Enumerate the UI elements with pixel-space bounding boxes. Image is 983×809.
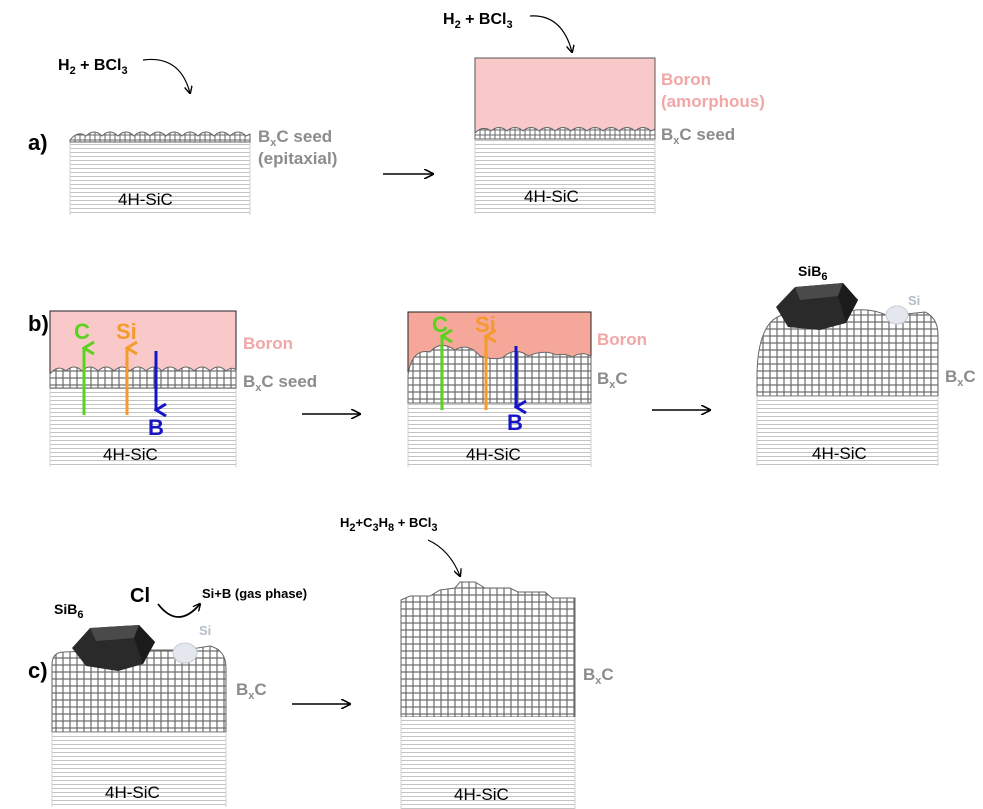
chlorine-label: Cl (130, 585, 150, 607)
si-label-b3: Si (908, 293, 920, 308)
substrate-label: 4H-SiC (812, 444, 867, 463)
silicon-label-b1: Si (116, 319, 137, 344)
sib6-label-c1: SiB6 (54, 601, 83, 621)
boron-label-a2: Boron (661, 70, 711, 89)
substrate-label: 4H-SiC (454, 785, 509, 804)
carbon-label-b1: C (74, 319, 90, 344)
sib6-crystal-b3 (776, 283, 858, 330)
bxc-layer-b2 (407, 345, 592, 404)
gas-label-a2: H2 + BCl3 (443, 11, 513, 31)
substrate-b1: 4H-SiC (49, 387, 237, 467)
bxc-label-b2: BxC (597, 369, 628, 391)
bxc-seed-layer-a1 (69, 131, 251, 143)
substrate-b2: 4H-SiC (407, 402, 592, 467)
gas-label-c2: H2+C3H8 + BCl3 (340, 515, 437, 534)
panel-c-label: c) (28, 658, 48, 683)
substrate-b3: 4H-SiC (756, 396, 939, 466)
substrate-label: 4H-SiC (105, 783, 160, 802)
substrate-label: 4H-SiC (118, 190, 173, 209)
bxc-seed-layer-a2 (474, 127, 656, 140)
panel-a-label: a) (28, 130, 48, 155)
boron-diffusion-label-b2: B (507, 410, 523, 435)
epitaxial-label: (epitaxial) (258, 149, 337, 168)
bxc-seed-label-a2: BxC seed (661, 125, 735, 147)
boron-label-b2: Boron (597, 330, 647, 349)
bxc-seed-label-b1: BxC seed (243, 372, 317, 394)
si-label-c1: Si (199, 623, 211, 638)
gas-flow-arrow-a1 (142, 58, 190, 93)
sib6-label-b3: SiB6 (798, 263, 827, 283)
gas-phase-label: Si+B (gas phase) (202, 586, 307, 601)
bxc-seed-layer-b1 (49, 366, 237, 389)
sib6-crystal-c1 (72, 625, 155, 671)
bxc-label-c1: BxC (236, 680, 267, 702)
silicon-label-b2: Si (475, 312, 496, 337)
substrate-c1: 4H-SiC (51, 732, 227, 807)
gas-label-a1: H2 + BCl3 (58, 57, 128, 77)
substrate-label: 4H-SiC (103, 445, 158, 464)
substrate-label: 4H-SiC (466, 445, 521, 464)
boron-layer-b1 (49, 310, 237, 374)
amorphous-label: (amorphous) (661, 92, 765, 111)
gas-flow-arrow-a2 (529, 15, 572, 52)
substrate-a1: 4H-SiC (69, 140, 251, 215)
si-droplet-b3 (885, 305, 909, 325)
chlorine-etch-arrow (157, 604, 200, 618)
si-droplet-c1 (172, 642, 198, 664)
substrate-label: 4H-SiC (524, 187, 579, 206)
carbon-label-b2: C (432, 312, 448, 337)
bxc-layer-c2 (400, 581, 576, 718)
bxc-layer-b3 (756, 309, 939, 397)
bxc-seed-label-a1: BxC seed (258, 127, 332, 149)
panel-b-label: b) (28, 311, 49, 336)
boron-amorphous-layer (474, 57, 656, 135)
boron-diffusion-label-b1: B (148, 415, 164, 440)
gas-flow-arrow-c2 (427, 539, 460, 576)
bxc-label-b3: BxC (945, 367, 976, 389)
boron-label-b1: Boron (243, 334, 293, 353)
substrate-c2: 4H-SiC (400, 717, 576, 809)
bxc-label-c2: BxC (583, 665, 614, 687)
substrate-a2: 4H-SiC (474, 137, 656, 214)
